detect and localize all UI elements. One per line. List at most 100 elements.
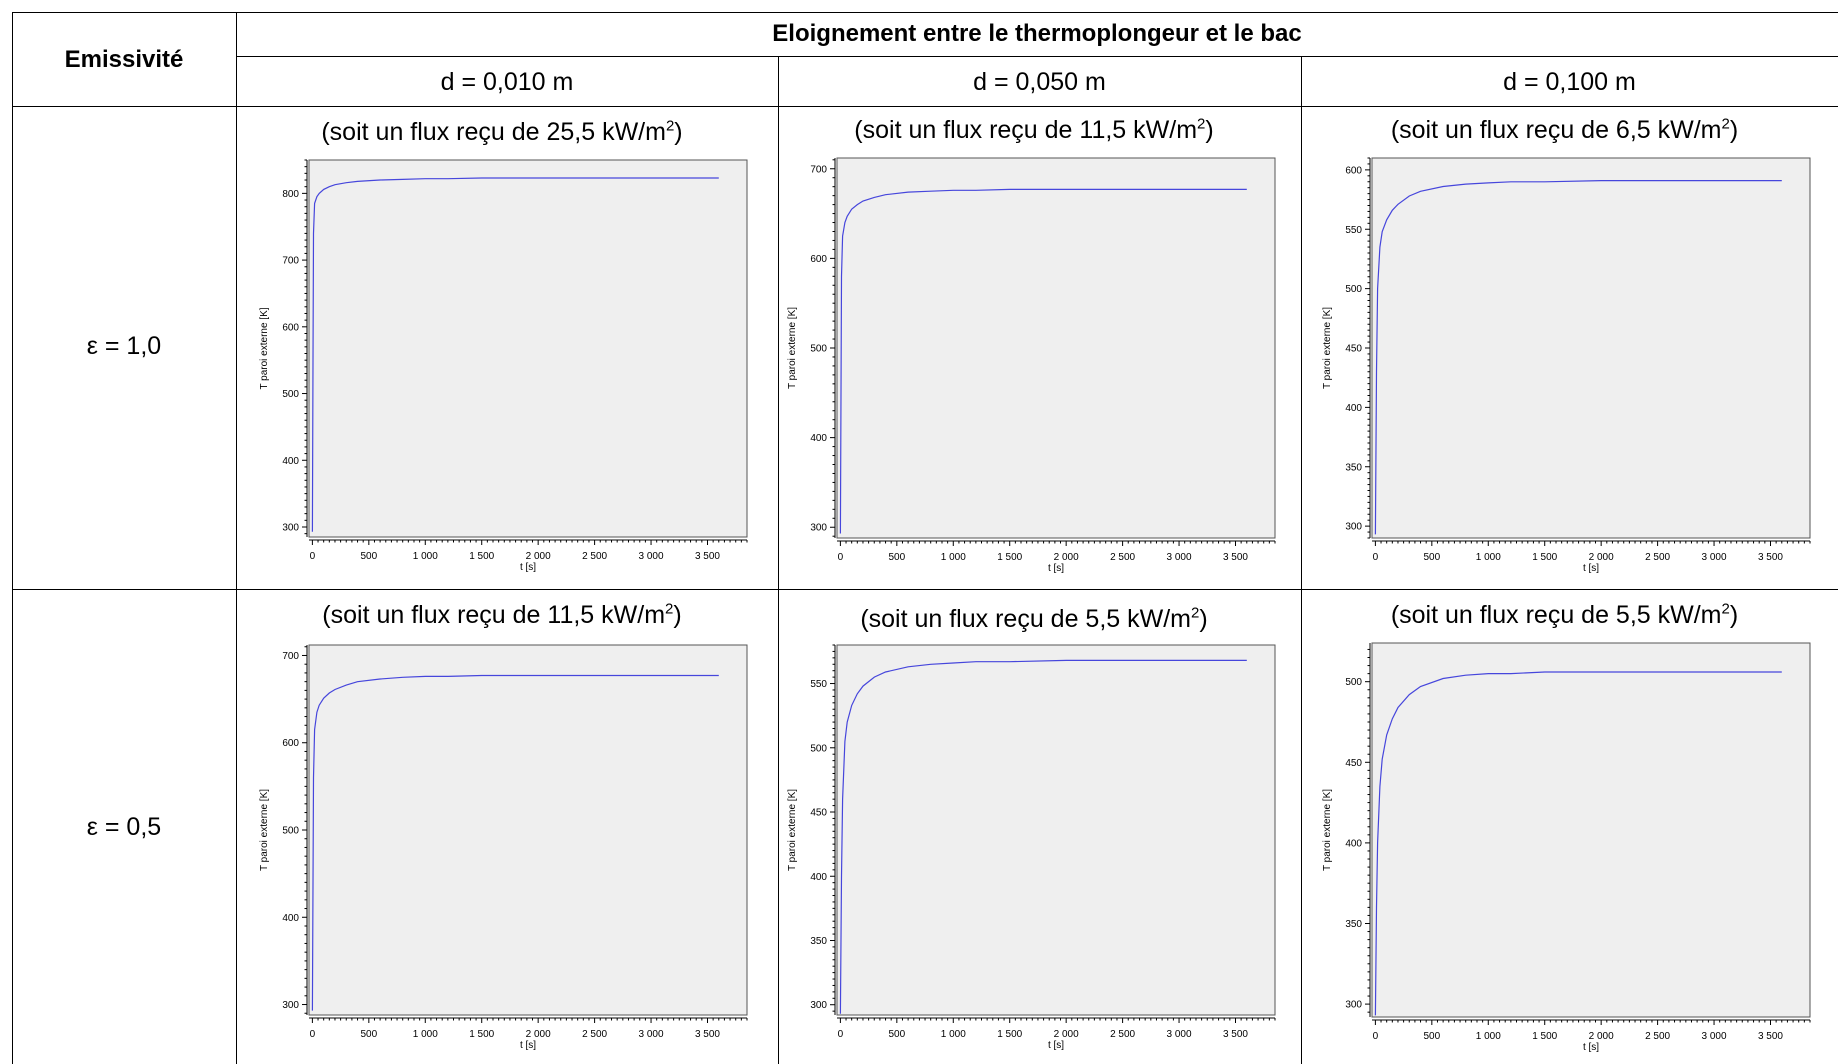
x-tick-label: 3 500	[1223, 552, 1248, 563]
chart-caption-exponent: 2	[1191, 604, 1200, 622]
y-tick-label: 500	[1345, 284, 1362, 295]
chart-caption-exponent: 2	[1721, 115, 1730, 133]
x-tick-label: 3 500	[695, 551, 720, 562]
chart-caption-suffix: )	[673, 601, 682, 629]
x-tick-label: 1 000	[1476, 552, 1501, 563]
y-tick-label: 550	[1345, 225, 1362, 236]
chart-caption-text: (soit un flux reçu de 11,5 kW/m	[854, 116, 1198, 144]
chart-caption-text: (soit un flux reçu de 25,5 kW/m	[321, 118, 666, 146]
x-axis-title: t [s]	[1583, 563, 1599, 574]
y-tick-label: 300	[1345, 522, 1362, 533]
y-axis-title: T paroi externe [K]	[1322, 307, 1333, 389]
chart-panel: (soit un flux reçu de 5,5 kW/m2) 300 350 40…	[1302, 583, 1827, 1058]
y-tick-label: 600	[810, 254, 827, 265]
x-tick-label: 500	[1423, 552, 1440, 563]
y-axis-title: T paroi externe [K]	[259, 789, 270, 871]
x-tick-label: 3 000	[639, 551, 664, 562]
y-tick-label: 300	[810, 523, 827, 534]
series-line	[1374, 671, 1782, 1016]
chart-caption: (soit un flux reçu de 11,5 kW/m2)	[237, 601, 767, 630]
y-tick-label: 500	[282, 826, 299, 837]
chart-caption-exponent: 2	[1197, 115, 1206, 133]
x-tick-label: 500	[360, 551, 377, 562]
x-tick-label: 2 500	[582, 551, 607, 562]
chart-caption: (soit un flux reçu de 25,5 kW/m2)	[237, 118, 767, 147]
table-rule-col-3	[1301, 56, 1302, 1064]
table-border-top	[12, 12, 1838, 13]
y-tick-label: 500	[810, 344, 827, 355]
x-tick-label: 500	[360, 1029, 377, 1040]
y-tick-label: 600	[282, 738, 299, 749]
x-tick-label: 1 500	[1532, 552, 1557, 563]
chart-caption-exponent: 2	[1721, 600, 1730, 618]
chart-caption: (soit un flux reçu de 11,5 kW/m2)	[779, 116, 1289, 145]
series-line	[839, 188, 1247, 534]
column-header-d-0010: d = 0,010 m	[440, 68, 574, 96]
x-tick-label: 2 000	[1589, 1031, 1614, 1042]
y-tick-label: 700	[810, 164, 827, 175]
y-tick-label: 300	[810, 1000, 827, 1011]
x-tick-label: 2 500	[1645, 552, 1670, 563]
table-rule-row-divider	[12, 589, 1838, 590]
table-rule-header-bottom	[12, 106, 1838, 107]
x-tick-label: 1 500	[469, 551, 494, 562]
y-tick-label: 300	[282, 1000, 299, 1011]
chart-caption-text: (soit un flux reçu de 6,5 kW/m	[1390, 116, 1722, 144]
chart-caption-text: (soit un flux reçu de 11,5 kW/m	[322, 601, 666, 629]
x-tick-label: 500	[1423, 1031, 1440, 1042]
x-tick-label: 0	[310, 551, 316, 562]
chart-panel: (soit un flux reçu de 11,5 kW/m2) 300 400 5…	[237, 583, 767, 1058]
y-tick-label: 500	[810, 743, 827, 754]
y-tick-label: 400	[1345, 403, 1362, 414]
chart-caption-exponent: 2	[665, 117, 675, 135]
corner-header: Emissivité	[64, 46, 184, 73]
y-tick-label: 700	[282, 651, 299, 662]
x-axis-title: t [s]	[520, 1040, 536, 1051]
x-tick-label: 2 500	[1110, 1029, 1135, 1040]
table-rule-header-sub	[236, 56, 1838, 57]
x-tick-label: 2 500	[1645, 1031, 1670, 1042]
chart-panel: (soit un flux reçu de 6,5 kW/m2) 300 350 40…	[1302, 100, 1827, 575]
chart-caption: (soit un flux reçu de 5,5 kW/m2)	[1302, 601, 1827, 630]
plot-area	[1371, 157, 1811, 539]
chart-svg: 300 400 500 600 700 0 500 1 000 1 500 2 000 2 500 3…	[259, 644, 748, 1051]
x-tick-label: 3 000	[639, 1029, 664, 1040]
chart-caption-text: (soit un flux reçu de 5,5 kW/m	[1390, 601, 1722, 629]
x-axis-title: t [s]	[1048, 1040, 1064, 1051]
x-tick-label: 3 000	[1702, 552, 1727, 563]
chart-svg: 300 350 400 450 500 550 600 0 500 1 000 1 500 2 000…	[1322, 157, 1811, 574]
chart-caption-suffix: )	[674, 118, 683, 146]
table-rule-col-2	[778, 56, 779, 1064]
y-tick-label: 600	[282, 322, 299, 333]
x-tick-label: 500	[888, 1029, 905, 1040]
x-tick-label: 1 000	[1476, 1031, 1501, 1042]
chart-caption-suffix: )	[1729, 116, 1739, 144]
chart-caption-suffix: )	[1205, 116, 1214, 144]
table-border-left	[12, 12, 13, 1064]
row-label-emissivity-05: ε = 0,5	[86, 813, 162, 841]
x-tick-label: 3 000	[1167, 552, 1192, 563]
x-tick-label: 500	[888, 552, 905, 563]
plot-area	[836, 157, 1276, 539]
series-line	[311, 674, 719, 1011]
y-tick-label: 500	[282, 389, 299, 400]
x-tick-label: 0	[838, 552, 844, 563]
y-axis-title: T paroi externe [K]	[787, 307, 798, 389]
y-axis-title: T paroi externe [K]	[787, 789, 798, 871]
y-tick-label: 700	[282, 256, 299, 267]
x-tick-label: 1 000	[413, 1029, 438, 1040]
y-tick-label: 450	[1345, 758, 1362, 769]
chart-svg: 300 400 500 600 700 800 0 500 1 000 1 500 2 000 2 5…	[259, 159, 748, 573]
x-tick-label: 2 000	[1589, 552, 1614, 563]
x-tick-label: 0	[838, 1029, 844, 1040]
x-axis-title: t [s]	[520, 562, 536, 573]
y-tick-label: 350	[1345, 462, 1362, 473]
chart-caption: (soit un flux reçu de 6,5 kW/m2)	[1302, 116, 1827, 145]
y-tick-label: 300	[1345, 1000, 1362, 1011]
column-header-d-0050: d = 0,050 m	[973, 68, 1106, 96]
x-tick-label: 3 000	[1167, 1029, 1192, 1040]
x-tick-label: 2 000	[1054, 552, 1079, 563]
x-tick-label: 2 000	[526, 1029, 551, 1040]
x-tick-label: 1 500	[1532, 1031, 1557, 1042]
results-table: Emissivité Eloignement entre le thermopl…	[12, 12, 1838, 1064]
